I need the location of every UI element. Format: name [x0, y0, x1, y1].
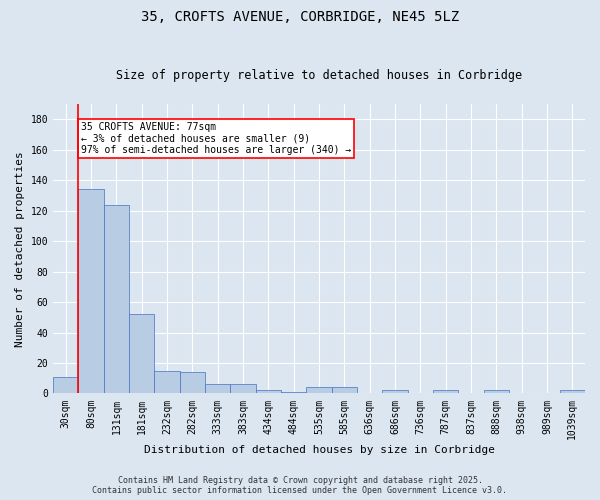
Bar	[256, 390, 281, 394]
Bar	[484, 390, 509, 394]
Bar	[53, 376, 79, 394]
Text: 35, CROFTS AVENUE, CORBRIDGE, NE45 5LZ: 35, CROFTS AVENUE, CORBRIDGE, NE45 5LZ	[141, 10, 459, 24]
Bar	[307, 388, 332, 394]
Bar	[179, 372, 205, 394]
X-axis label: Distribution of detached houses by size in Corbridge: Distribution of detached houses by size …	[143, 445, 494, 455]
Bar	[433, 390, 458, 394]
Bar	[382, 390, 407, 394]
Text: 35 CROFTS AVENUE: 77sqm
← 3% of detached houses are smaller (9)
97% of semi-deta: 35 CROFTS AVENUE: 77sqm ← 3% of detached…	[81, 122, 351, 156]
Bar	[560, 390, 585, 394]
Bar	[205, 384, 230, 394]
Bar	[79, 190, 104, 394]
Bar	[154, 370, 179, 394]
Y-axis label: Number of detached properties: Number of detached properties	[15, 151, 25, 346]
Bar	[129, 314, 154, 394]
Bar	[230, 384, 256, 394]
Title: Size of property relative to detached houses in Corbridge: Size of property relative to detached ho…	[116, 69, 522, 82]
Bar	[281, 392, 307, 394]
Bar	[104, 204, 129, 394]
Text: Contains HM Land Registry data © Crown copyright and database right 2025.
Contai: Contains HM Land Registry data © Crown c…	[92, 476, 508, 495]
Bar	[332, 388, 357, 394]
